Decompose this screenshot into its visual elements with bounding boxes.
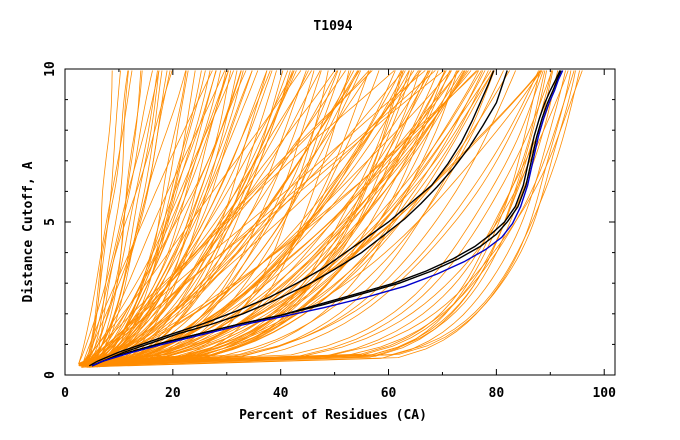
x-tick-label: 100 bbox=[592, 386, 616, 401]
model-curve bbox=[84, 70, 297, 364]
model-curve bbox=[78, 70, 430, 367]
model-curve bbox=[81, 70, 516, 365]
model-curve bbox=[98, 70, 295, 368]
model-curve bbox=[84, 70, 492, 367]
model-curve bbox=[85, 70, 129, 364]
model-curve bbox=[80, 70, 160, 367]
model-curve bbox=[95, 70, 153, 366]
model-curve bbox=[81, 70, 566, 368]
model-curve bbox=[89, 70, 580, 364]
model-curve bbox=[96, 70, 543, 368]
model-curve bbox=[88, 70, 472, 366]
model-curve bbox=[99, 70, 253, 365]
highlight-series bbox=[88, 70, 564, 367]
model-curve bbox=[92, 70, 232, 367]
model-curve bbox=[80, 70, 268, 367]
model-curve bbox=[91, 70, 544, 364]
x-tick-label: 60 bbox=[381, 386, 397, 401]
model-curve bbox=[78, 70, 221, 365]
model-curve bbox=[90, 70, 229, 367]
background-model-series bbox=[78, 70, 583, 368]
model-curve bbox=[89, 70, 163, 365]
x-tick-label: 40 bbox=[273, 386, 289, 401]
model-curve bbox=[90, 70, 539, 364]
model-curve bbox=[88, 70, 355, 364]
model-curve bbox=[90, 70, 242, 364]
model-curve bbox=[84, 70, 559, 364]
model-curve bbox=[95, 70, 171, 364]
x-tick-label: 20 bbox=[165, 386, 181, 401]
chart-title: T1094 bbox=[313, 19, 352, 34]
highlight-curve bbox=[88, 70, 495, 367]
highlight-curve bbox=[91, 70, 562, 367]
x-axis: 0 20 40 60 80 100 bbox=[61, 69, 616, 401]
model-curve bbox=[93, 70, 291, 367]
model-curve bbox=[78, 70, 133, 364]
model-curve bbox=[88, 70, 494, 368]
model-curve bbox=[90, 70, 321, 367]
model-curve bbox=[98, 70, 572, 367]
model-curve bbox=[93, 70, 541, 367]
x-tick-label: 80 bbox=[489, 386, 505, 401]
y-tick-label: 10 bbox=[43, 61, 58, 77]
model-curve bbox=[82, 70, 380, 364]
model-curve bbox=[87, 70, 142, 364]
model-curve bbox=[98, 70, 547, 366]
model-curve bbox=[79, 70, 273, 366]
y-axis-label: Distance Cutoff, A bbox=[21, 161, 36, 302]
x-axis-label: Percent of Residues (CA) bbox=[239, 408, 427, 423]
model-curve bbox=[79, 70, 202, 364]
model-curve bbox=[97, 70, 268, 364]
model-curve bbox=[92, 70, 546, 364]
highlight-curve bbox=[91, 70, 508, 367]
model-curve bbox=[88, 70, 352, 366]
model-curve bbox=[87, 70, 121, 366]
model-curve bbox=[81, 70, 322, 368]
model-curve bbox=[96, 70, 359, 367]
model-curve bbox=[86, 70, 370, 366]
model-curve bbox=[96, 70, 312, 365]
model-curve bbox=[83, 70, 217, 367]
model-curve bbox=[82, 70, 446, 368]
model-curve bbox=[92, 70, 542, 366]
x-tick-label: 0 bbox=[61, 386, 69, 401]
y-tick-label: 0 bbox=[43, 371, 58, 379]
model-curve bbox=[87, 70, 541, 368]
model-curve bbox=[78, 70, 247, 366]
y-axis: 0 5 10 bbox=[43, 61, 615, 379]
y-tick-label: 5 bbox=[43, 218, 58, 226]
model-curve bbox=[82, 70, 460, 367]
model-curve bbox=[94, 70, 433, 366]
model-curve bbox=[78, 70, 495, 365]
highlight-curve bbox=[91, 70, 564, 367]
model-curve bbox=[82, 70, 422, 364]
model-curve bbox=[81, 70, 426, 367]
model-curve bbox=[84, 70, 229, 367]
model-curve bbox=[87, 70, 342, 367]
model-curve bbox=[87, 70, 173, 366]
model-curve bbox=[97, 70, 420, 364]
model-curve bbox=[79, 70, 575, 365]
model-curve bbox=[82, 70, 542, 366]
model-curve bbox=[81, 70, 187, 365]
model-curve bbox=[81, 70, 213, 367]
model-curve bbox=[78, 70, 158, 366]
model-curve bbox=[97, 70, 253, 368]
model-curve bbox=[81, 70, 370, 364]
highlight-curve bbox=[91, 70, 561, 367]
model-curve bbox=[80, 70, 406, 365]
model-curve bbox=[84, 70, 569, 365]
model-curve bbox=[94, 70, 206, 367]
model-curve bbox=[98, 70, 238, 367]
model-curve bbox=[91, 70, 447, 367]
model-curve bbox=[81, 70, 469, 367]
model-curve bbox=[93, 70, 284, 367]
